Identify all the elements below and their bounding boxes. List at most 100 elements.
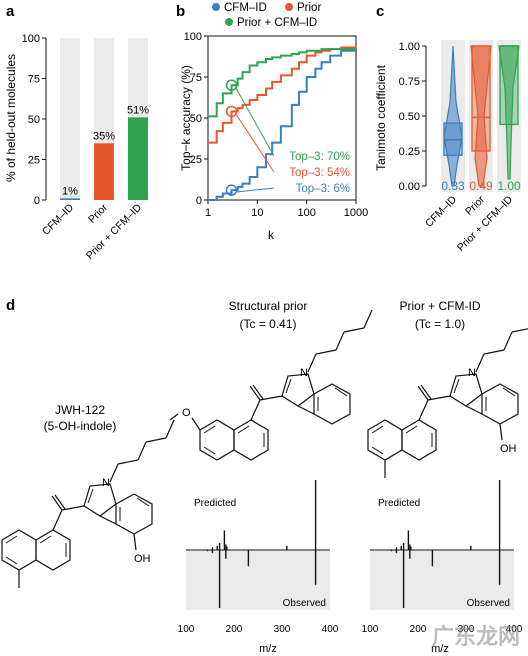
b-ytick-label: 25	[190, 154, 202, 166]
spectrum-predicted-label: Predicted	[378, 498, 420, 509]
a-bar-label: 1%	[62, 185, 78, 197]
b-xtick-label: 10	[251, 207, 263, 219]
watermark: 广东龙网	[432, 624, 520, 649]
b-ytick-label: 100	[184, 31, 202, 43]
combined-title: Prior + CFM-ID	[400, 299, 481, 313]
a-bar	[60, 198, 80, 200]
query-n-atom: N	[102, 477, 110, 489]
panel-a-y-axis: 0 25 50 75 100	[22, 33, 47, 207]
spectrum-combined: Predicted Observed 100 200 300 400	[362, 480, 523, 635]
prior-title: Structural prior	[229, 299, 308, 313]
c-xtick-label: Prior	[463, 193, 488, 218]
c-median-label: 1.00	[497, 179, 521, 193]
c-ytick-label: 0.00	[399, 181, 420, 193]
panel-letter-b: b	[176, 3, 185, 20]
panel-b: b CFM–ID Prior Prior + CFM–ID Top−k accu…	[176, 2, 368, 242]
query-molecule: N OH	[1, 419, 175, 588]
prior-molecule: O N	[169, 309, 373, 461]
a-bar	[94, 143, 114, 200]
combined-molecule: N OH	[367, 309, 528, 478]
prior-tc: (Tc = 0.41)	[239, 317, 296, 331]
b-ytick-label: 0	[196, 195, 202, 207]
panel-c: c Tanimoto coefficient 0.00 0.25 0.50 0.75 1…	[374, 3, 521, 254]
a-bar-bg	[60, 38, 80, 200]
legend-marker-combined	[225, 18, 233, 26]
b-annotation-marker	[225, 184, 238, 196]
prior-n-atom: N	[300, 367, 308, 379]
a-bar	[128, 117, 148, 200]
panel-c-axes: 0.00 0.25 0.50 0.75 1.00	[399, 41, 427, 193]
b-series-line	[208, 49, 357, 201]
spectrum-xtick-label: 300	[274, 624, 291, 635]
a-xtick-label: Prior	[86, 201, 111, 226]
prior-o-atom: O	[182, 407, 191, 419]
spectrum-prior: Predicted Observed 100 200 300 400	[178, 480, 339, 635]
query-name: JWH-122	[55, 403, 105, 417]
c-violin	[443, 45, 463, 187]
b-xtick-label: 1000	[344, 207, 368, 219]
spectrum-xtick-label: 300	[458, 624, 475, 635]
panel-letter-a: a	[6, 3, 15, 20]
spectrum-xtick-label: 400	[322, 624, 339, 635]
b-ytick-label: 50	[190, 113, 202, 125]
c-xtick-label: CFM–ID	[423, 193, 459, 229]
panel-b-annotations: Top–3: 70% Top–3: 54% Top–3: 6%	[225, 79, 350, 196]
a-ytick-label: 25	[28, 155, 40, 167]
c-median-label: 0.33	[441, 179, 465, 193]
b-series-line	[208, 46, 356, 144]
c-violin	[498, 45, 520, 180]
spectrum-xtick-label: 100	[178, 624, 195, 635]
legend-label-combined: Prior + CFM–ID	[237, 17, 317, 29]
panel-letter-c: c	[376, 3, 384, 20]
b-annotation-marker	[225, 105, 238, 118]
spectrum-observed-bg	[370, 550, 514, 610]
query-subtitle: (5-OH-indole)	[44, 419, 117, 433]
a-bar-label: 51%	[127, 104, 149, 116]
a-ytick-label: 100	[22, 33, 40, 45]
legend-marker-prior	[285, 3, 293, 11]
b-annotation-marker	[225, 79, 238, 91]
b-ytick-label: 75	[190, 72, 202, 84]
spectrum-combined-xlabel: m/z	[431, 643, 449, 655]
panel-b-ylabel: Top−k accuracy (%)	[179, 65, 193, 171]
c-ytick-label: 0.50	[399, 111, 420, 123]
panel-c-ylabel: Tanimoto coefficient	[374, 64, 388, 171]
b-annotation-label: Top–3: 6%	[296, 183, 350, 195]
spectrum-observed-bg	[186, 550, 330, 610]
legend-label-prior: Prior	[297, 2, 321, 14]
panel-d: d Structural prior (Tc = 0.41) Prior + C…	[1, 297, 528, 655]
combined-oh-label: OH	[500, 443, 517, 455]
b-annotation-label: Top–3: 54%	[289, 167, 350, 179]
spectrum-observed-label: Observed	[467, 598, 510, 609]
a-ytick-label: 0	[34, 195, 40, 207]
panel-letter-d: d	[6, 297, 15, 314]
b-annotation-label: Top–3: 70%	[289, 151, 350, 163]
legend-marker-cfm	[212, 3, 220, 11]
panel-a-ylabel: % of held-out molecules	[4, 54, 18, 182]
query-oh-label: OH	[134, 553, 151, 565]
legend-label-cfm: CFM–ID	[224, 2, 267, 14]
spectrum-xtick-label: 200	[226, 624, 243, 635]
b-xtick-label: 100	[297, 207, 315, 219]
spectrum-xtick-label: 400	[506, 624, 523, 635]
a-ytick-label: 50	[28, 114, 40, 126]
a-bar-label: 35%	[93, 130, 115, 142]
panel-b-axes: 0 25 50 75 100 1 10 100 1000	[184, 31, 369, 219]
b-annotation-leader	[235, 113, 275, 173]
spectrum-xtick-label: 100	[362, 624, 379, 635]
c-ytick-label: 0.25	[399, 146, 420, 158]
combined-tc: (Tc = 1.0)	[415, 317, 465, 331]
a-xtick-label: CFM–ID	[40, 201, 76, 237]
b-annotation-leader	[235, 187, 275, 193]
c-box	[471, 45, 491, 152]
c-box	[499, 45, 519, 126]
legend: CFM–ID Prior Prior + CFM–ID	[212, 2, 321, 29]
spectrum-prior-xlabel: m/z	[259, 643, 277, 655]
panel-a: a % of held-out molecules 0 25 50 75 100 1% C…	[4, 3, 149, 262]
spectrum-predicted-label: Predicted	[194, 498, 236, 509]
combined-n-atom: N	[468, 367, 476, 379]
c-ytick-label: 0.75	[399, 76, 420, 88]
